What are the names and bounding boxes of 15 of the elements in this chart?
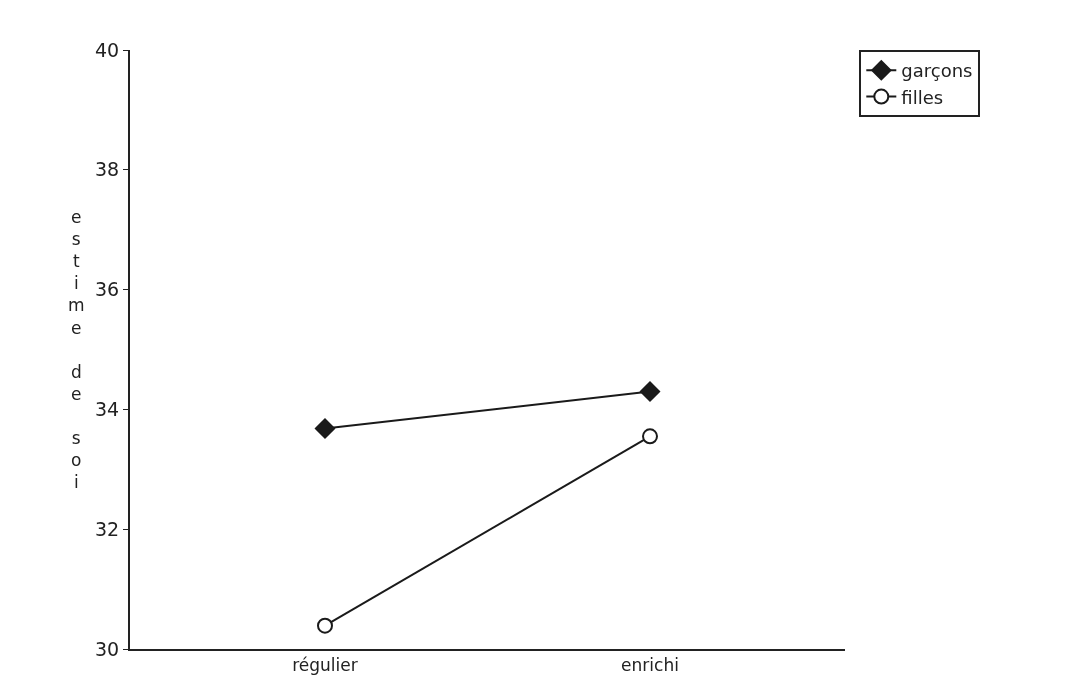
- y-tick-label: 38: [95, 158, 120, 181]
- y-tick-label: 36: [95, 278, 120, 301]
- y-tick-label: 30: [95, 637, 120, 660]
- point: [317, 617, 333, 634]
- point: [642, 428, 658, 445]
- legend-label: garçons: [901, 60, 973, 82]
- point: [639, 381, 661, 402]
- x-tick-label: enrichi: [621, 655, 679, 676]
- y-tick-label: 32: [95, 517, 120, 540]
- point: [314, 418, 336, 439]
- y-tick-label: 34: [95, 398, 120, 421]
- y-tick-label: 40: [95, 38, 120, 61]
- text: estime de soi: [68, 207, 85, 493]
- x-tick-label: régulier: [292, 655, 358, 676]
- legend-label: filles: [901, 86, 944, 108]
